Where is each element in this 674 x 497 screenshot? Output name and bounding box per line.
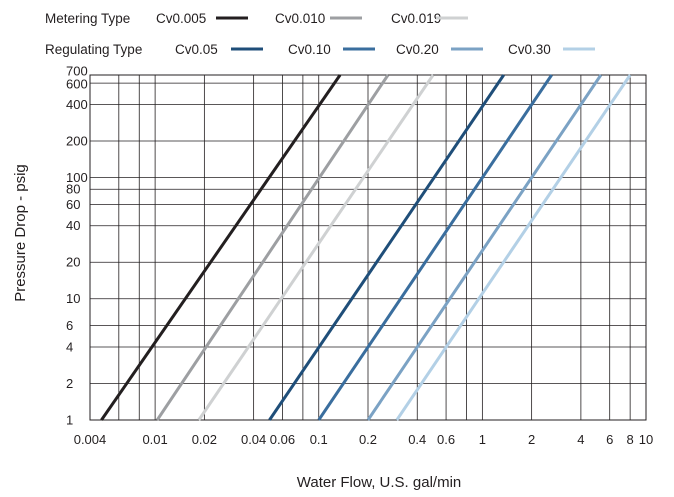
- x-tick-label: 1: [479, 432, 486, 447]
- y-tick-label: 600: [66, 77, 88, 92]
- y-tick-label: 100: [66, 170, 88, 185]
- y-tick-label: 20: [66, 255, 80, 270]
- x-tick-label: 0.02: [192, 432, 217, 447]
- series-line-cv0-010: [155, 74, 390, 421]
- y-tick-label: 2: [66, 376, 73, 391]
- x-tick-label: 2: [528, 432, 535, 447]
- y-tick-label: 1: [66, 413, 73, 428]
- x-tick-label: 0.4: [408, 432, 426, 447]
- y-tick-label: 80: [66, 182, 80, 197]
- legend-label-cv0-30: Cv0.30: [508, 42, 551, 57]
- legend-label-cv0-10: Cv0.10: [288, 42, 331, 57]
- y-tick-label: 400: [66, 97, 88, 112]
- x-tick-label: 0.2: [359, 432, 377, 447]
- y-tick-label: 6: [66, 318, 73, 333]
- y-tick-label: 700: [66, 64, 88, 79]
- plot-area: 0.004 0.01 0.02 0.04 0.06 0.1 0.2 0.4 0.6 1 2 4 6 8 10…: [66, 64, 653, 448]
- legend: Metering Type Regulating Type Cv0.005 Cv0…: [45, 11, 595, 57]
- series-line-cv0-20: [366, 74, 603, 421]
- y-axis-title: Pressure Drop - psig: [12, 164, 29, 302]
- x-tick-label: 0.04: [241, 432, 266, 447]
- x-tick-label: 0.06: [270, 432, 295, 447]
- series-line-cv0-005: [100, 74, 342, 421]
- legend-label-cv0-20: Cv0.20: [396, 42, 439, 57]
- grid: [89, 74, 647, 421]
- legend-label-cv0-019: Cv0.019: [391, 11, 441, 26]
- series-line-cv0-05: [268, 74, 505, 421]
- x-tick-label: 0.1: [310, 432, 328, 447]
- x-tick-label: 6: [606, 432, 613, 447]
- series-line-cv0-10: [317, 74, 553, 421]
- legend-group-label-regulating: Regulating Type: [45, 42, 142, 57]
- x-tick-label: 0.6: [437, 432, 455, 447]
- legend-label-cv0-05: Cv0.05: [175, 42, 218, 57]
- x-tick-label: 0.01: [142, 432, 167, 447]
- x-tick-label: 4: [577, 432, 584, 447]
- legend-label-cv0-010: Cv0.010: [275, 11, 325, 26]
- x-tick-labels: 0.004 0.01 0.02 0.04 0.06 0.1 0.2 0.4 0.6 1 2 4 6 8 10: [74, 432, 654, 447]
- x-axis-title: Water Flow, U.S. gal/min: [297, 474, 462, 491]
- y-tick-label: 10: [66, 291, 80, 306]
- legend-group-label-metering: Metering Type: [45, 11, 130, 26]
- y-tick-label: 40: [66, 218, 80, 233]
- x-tick-label: 8: [627, 432, 634, 447]
- series-line-cv0-30: [395, 74, 632, 421]
- y-tick-label: 4: [66, 339, 73, 354]
- y-tick-label: 60: [66, 197, 80, 212]
- x-tick-label: 10: [639, 432, 653, 447]
- series-lines: [100, 74, 632, 421]
- y-tick-label: 200: [66, 133, 88, 148]
- legend-label-cv0-005: Cv0.005: [156, 11, 206, 26]
- series-line-cv0-019: [197, 74, 435, 421]
- x-tick-label: 0.004: [74, 432, 107, 447]
